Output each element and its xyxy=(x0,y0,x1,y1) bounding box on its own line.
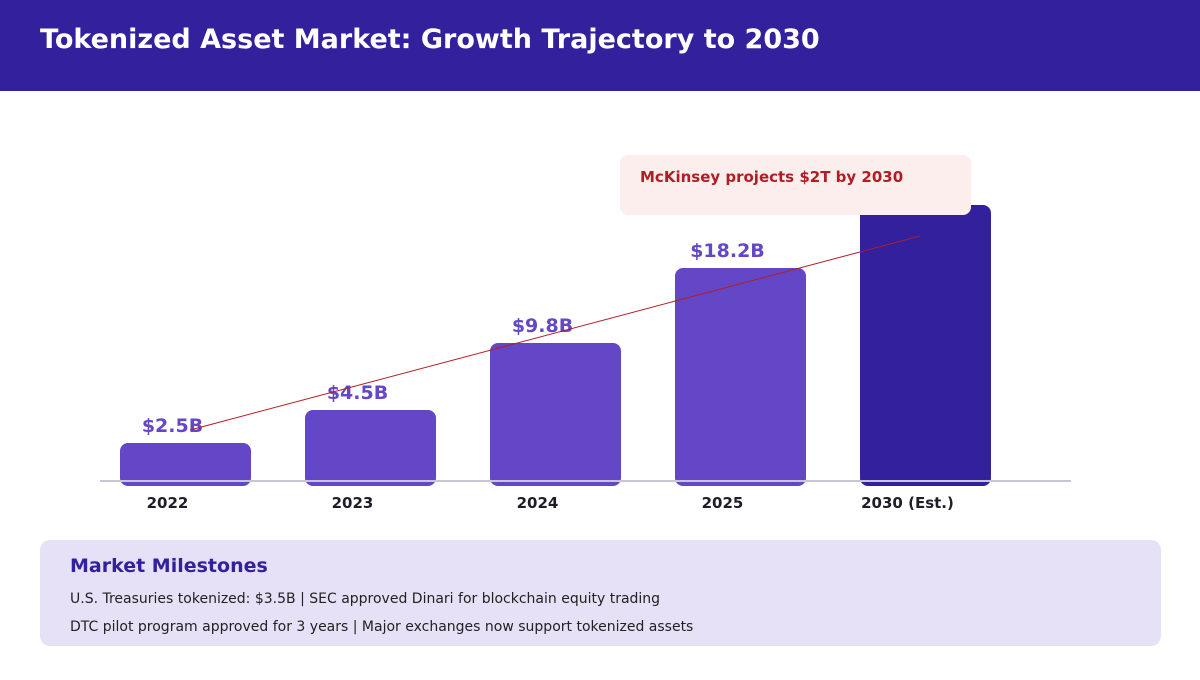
milestone-line: U.S. Treasuries tokenized: $3.5B | SEC a… xyxy=(70,591,661,607)
bar xyxy=(120,443,251,486)
bar-chart: 2022 $2.5B 2023 $4.5B 2024 $9.8B 2025 $18.2B 203… xyxy=(100,205,1071,512)
trend-line xyxy=(189,235,921,431)
x-tick-label: 2025 xyxy=(702,494,744,512)
data-label: $18.2B xyxy=(690,240,765,262)
bar xyxy=(675,268,806,486)
annotation-callout: McKinsey projects $2T by 2030 xyxy=(620,155,971,215)
x-tick-label: 2022 xyxy=(147,494,189,512)
x-tick-label: 2030 (Est.) xyxy=(861,494,954,512)
x-tick-label: 2023 xyxy=(332,494,374,512)
data-label: $2.5B xyxy=(142,415,203,437)
bar xyxy=(860,205,991,486)
header-bar: Tokenized Asset Market: Growth Trajector… xyxy=(0,0,1200,91)
bar xyxy=(305,410,436,486)
milestone-line: DTC pilot program approved for 3 years |… xyxy=(70,619,694,635)
page-title: Tokenized Asset Market: Growth Trajector… xyxy=(40,24,820,55)
milestones-panel: Market Milestones U.S. Treasuries tokeni… xyxy=(40,540,1161,646)
data-label: $4.5B xyxy=(327,382,388,404)
annotation-text: McKinsey projects $2T by 2030 xyxy=(640,168,904,186)
x-tick-label: 2024 xyxy=(517,494,559,512)
bar xyxy=(490,343,621,486)
data-label: $9.8B xyxy=(512,315,573,337)
milestones-title: Market Milestones xyxy=(70,555,268,577)
x-axis-line xyxy=(100,480,1071,482)
